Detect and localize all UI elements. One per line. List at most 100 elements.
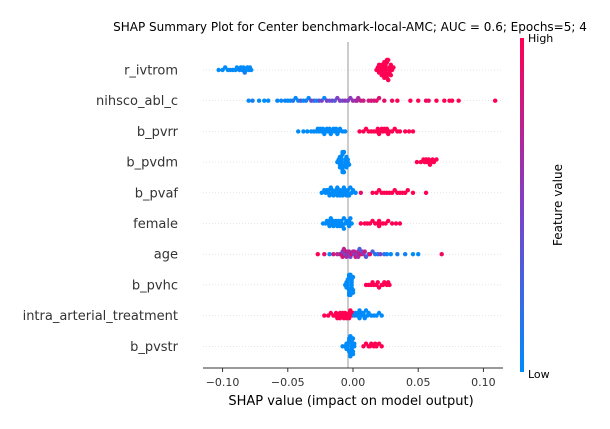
feature-label: age bbox=[154, 248, 178, 263]
shap-point bbox=[315, 252, 320, 257]
shap-point bbox=[423, 190, 429, 195]
shap-point bbox=[402, 252, 408, 257]
shap-point bbox=[357, 129, 362, 134]
shap-point bbox=[410, 190, 416, 195]
shap-point bbox=[250, 98, 255, 103]
shap-point bbox=[387, 282, 392, 288]
shap-point bbox=[322, 313, 327, 318]
shap-point bbox=[379, 313, 384, 318]
shap-point bbox=[397, 221, 403, 226]
shap-point bbox=[350, 290, 356, 295]
shap-point bbox=[406, 129, 412, 134]
shap-point bbox=[296, 129, 301, 134]
shap-point bbox=[301, 129, 306, 134]
shap-point bbox=[375, 280, 380, 285]
shap-point bbox=[395, 252, 400, 257]
feature-label: b_pvaf bbox=[135, 186, 179, 201]
shap-point bbox=[331, 252, 336, 257]
colorbar-low-label: Low bbox=[528, 368, 550, 381]
colorbar bbox=[520, 38, 524, 372]
shap-point bbox=[341, 169, 347, 175]
shap-point bbox=[416, 252, 421, 257]
x-axis-ticks: −0.10 −0.05 0.00 0.05 0.10 bbox=[206, 368, 496, 389]
shap-point bbox=[370, 190, 375, 195]
shap-point bbox=[358, 221, 364, 226]
x-tick-label: −0.10 bbox=[206, 376, 240, 389]
feature-label: b_pvhc bbox=[132, 278, 178, 293]
feature-label: r_ivtrom bbox=[124, 64, 178, 79]
shap-point bbox=[256, 98, 262, 103]
shap-point bbox=[216, 67, 221, 73]
shap-point bbox=[456, 98, 461, 103]
shap-point bbox=[405, 188, 410, 193]
shap-point bbox=[341, 226, 347, 231]
shap-point bbox=[353, 190, 358, 195]
feature-label: intra_arterial_treatment bbox=[23, 309, 178, 324]
shap-point bbox=[388, 252, 394, 257]
shap-point bbox=[388, 73, 394, 78]
colorbar-title: Feature value bbox=[551, 164, 565, 246]
shap-point bbox=[410, 252, 416, 257]
shap-point bbox=[434, 98, 439, 103]
shap-point bbox=[305, 129, 310, 134]
shap-point bbox=[439, 252, 444, 257]
row-guides bbox=[203, 69, 503, 347]
shap-point bbox=[322, 252, 327, 257]
shap-point bbox=[416, 98, 421, 103]
shap-point bbox=[442, 98, 447, 103]
shap-point bbox=[434, 157, 439, 162]
x-tick-label: −0.05 bbox=[271, 376, 305, 389]
shap-point bbox=[389, 98, 395, 103]
shap-point bbox=[395, 98, 400, 103]
shap-point bbox=[449, 98, 455, 103]
shap-point bbox=[389, 221, 395, 226]
feature-label: b_pvdm bbox=[126, 156, 178, 171]
x-tick-label: 0.00 bbox=[341, 376, 366, 389]
shap-point bbox=[275, 98, 280, 103]
shap-point bbox=[346, 162, 352, 167]
shap-point bbox=[345, 157, 350, 162]
shap-point bbox=[414, 159, 420, 165]
shap-point bbox=[386, 77, 391, 83]
shap-point bbox=[391, 65, 396, 70]
x-axis-label: SHAP value (impact on model output) bbox=[228, 394, 473, 409]
shap-point bbox=[408, 98, 413, 103]
shap-point bbox=[249, 67, 254, 73]
shap-point bbox=[342, 129, 348, 134]
shap-point bbox=[348, 216, 353, 221]
shap-point bbox=[402, 129, 408, 134]
shap-point bbox=[266, 98, 271, 103]
shap-point bbox=[386, 57, 391, 63]
feature-label: b_pvstr bbox=[130, 340, 179, 355]
shap-point bbox=[350, 274, 356, 280]
shap-point bbox=[358, 190, 364, 195]
shap-point bbox=[393, 221, 399, 226]
feature-label: female bbox=[133, 217, 178, 232]
shap-point bbox=[246, 98, 251, 103]
shap-point bbox=[378, 252, 383, 257]
x-tick-label: 0.05 bbox=[406, 376, 431, 389]
shap-point bbox=[350, 351, 356, 357]
shap-point bbox=[262, 98, 267, 103]
shap-point bbox=[341, 149, 347, 155]
shap-point bbox=[350, 336, 356, 341]
shap-point bbox=[382, 98, 387, 103]
shap-point bbox=[379, 344, 384, 349]
shap-point bbox=[397, 129, 403, 134]
x-tick-label: 0.10 bbox=[471, 376, 496, 389]
feature-label: b_pvrr bbox=[137, 125, 179, 140]
chart-title: SHAP Summary Plot for Center benchmark-l… bbox=[113, 20, 587, 34]
shap-point bbox=[362, 249, 367, 254]
shap-point bbox=[327, 252, 332, 257]
feature-labels: r_ivtrom nihsco_abl_c b_pvrr b_pvdm b_pvaffe… bbox=[23, 64, 179, 355]
shap-point bbox=[384, 252, 390, 257]
shap-point bbox=[386, 218, 391, 224]
shap-point bbox=[279, 98, 284, 103]
feature-label: nihsco_abl_c bbox=[96, 94, 178, 109]
shap-point bbox=[492, 98, 498, 103]
shap-point bbox=[349, 221, 354, 226]
shap-point bbox=[376, 95, 382, 101]
shap-point bbox=[361, 98, 366, 103]
colorbar-high-label: High bbox=[528, 32, 553, 45]
